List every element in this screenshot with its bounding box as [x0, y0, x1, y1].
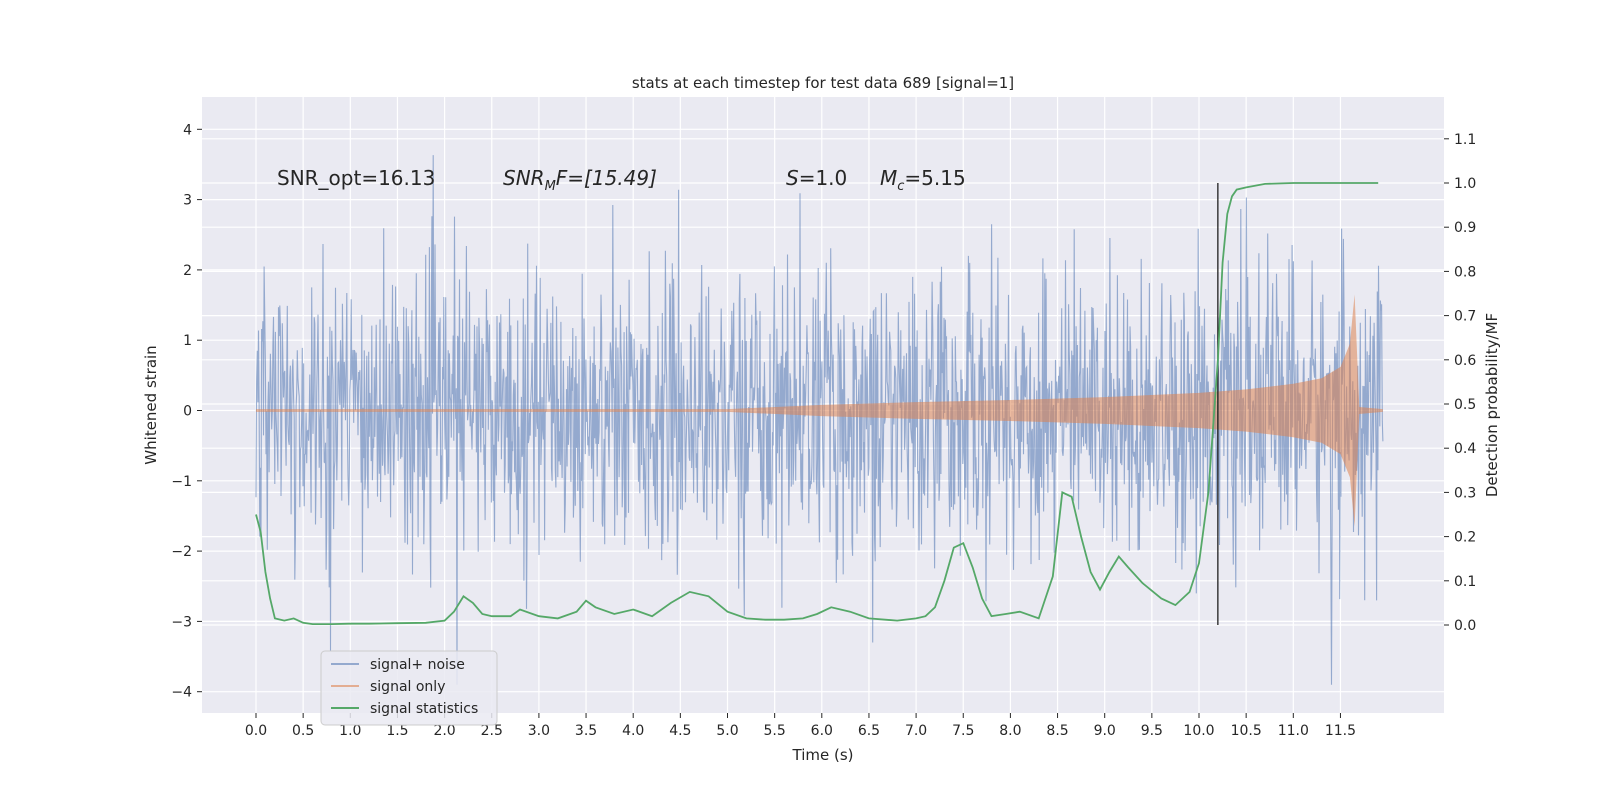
- x-tick-label: 5.5: [764, 723, 786, 739]
- x-tick-label: 5.0: [716, 723, 738, 739]
- x-tick-label: 8.5: [1046, 723, 1068, 739]
- annotation-s: S=1.0: [786, 166, 847, 190]
- y-right-tick-label: 0.5: [1454, 397, 1476, 413]
- x-axis-label: Time (s): [792, 746, 854, 764]
- y-tick-label: −1: [171, 474, 192, 490]
- x-tick-label: 11.5: [1325, 723, 1356, 739]
- x-tick-label: 4.5: [669, 723, 691, 739]
- series-signal-only: [256, 294, 1383, 527]
- x-tick-label: 3.0: [528, 723, 550, 739]
- annotation-row: SNR_opt=16.13 SNRMF=[15.49] S=1.0 Mc=5.1…: [277, 166, 966, 194]
- signal-plus-noise-line: [255, 155, 1384, 685]
- legend-box: [320, 650, 498, 726]
- x-tick-label: 6.0: [811, 723, 833, 739]
- y-axis-right-label: Detection probability/MF: [1483, 313, 1501, 497]
- y-tick-label: −4: [171, 685, 192, 701]
- y-right-tick-label: 0.6: [1454, 353, 1476, 369]
- x-tick-label: 0.0: [245, 723, 267, 739]
- y-right-tick-label: 0.7: [1454, 309, 1476, 325]
- x-tick-label: 8.0: [999, 723, 1021, 739]
- legend-label-signal-only: signal only: [370, 679, 445, 695]
- x-tick-label: 3.5: [575, 723, 597, 739]
- legend: signal+ noise signal only signal statist…: [320, 650, 498, 726]
- annotation-mc: Mc=5.15: [880, 166, 966, 194]
- x-tick-label: 9.5: [1141, 723, 1163, 739]
- y-axis-label: Whitened strain: [142, 345, 160, 464]
- chart-title: stats at each timestep for test data 689…: [632, 74, 1014, 92]
- y-tick-label: −3: [171, 614, 192, 630]
- legend-label-signal-statistics: signal statistics: [370, 701, 478, 717]
- y-right-tick-label: 0.3: [1454, 485, 1476, 501]
- y-right-tick-label: 0.2: [1454, 530, 1476, 546]
- y-axis-right: 1.1 1.0 0.9 0.8 0.7 0.6 0.5 0.4 0.3 0.2 0.1 0.0: [1444, 132, 1476, 634]
- y-tick-label: 2: [183, 263, 192, 279]
- x-tick-label: 10.0: [1183, 723, 1214, 739]
- x-tick-label: 10.5: [1231, 723, 1262, 739]
- x-tick-label: 6.5: [858, 723, 880, 739]
- x-tick-label: 1.0: [339, 723, 361, 739]
- annotation-snr-opt: SNR_opt=16.13: [277, 166, 435, 190]
- y-tick-label: 3: [183, 193, 192, 209]
- y-tick-label: −2: [171, 544, 192, 560]
- legend-label-signal-plus-noise: signal+ noise: [370, 657, 465, 673]
- x-tick-label: 11.0: [1278, 723, 1309, 739]
- y-tick-label: 0: [183, 404, 192, 420]
- y-tick-label: 4: [183, 122, 192, 138]
- x-tick-label: 7.5: [952, 723, 974, 739]
- signal-statistics-line: [255, 182, 1379, 625]
- signal-only-band: [256, 294, 1383, 527]
- y-axis-left: 4 3 2 1 0 −1 −2 −3 −4: [171, 122, 202, 701]
- x-tick-label: 9.0: [1094, 723, 1116, 739]
- y-right-tick-label: 0.9: [1454, 220, 1476, 236]
- y-right-tick-label: 0.1: [1454, 574, 1476, 590]
- x-tick-label: 4.0: [622, 723, 644, 739]
- y-tick-label: 1: [183, 333, 192, 349]
- x-tick-label: 1.5: [386, 723, 408, 739]
- y-right-tick-label: 0.4: [1454, 441, 1476, 457]
- series-signal-plus-noise: [255, 155, 1384, 685]
- y-right-tick-label: 1.0: [1454, 176, 1476, 192]
- series-signal-statistics: [255, 182, 1379, 625]
- y-right-tick-label: 1.1: [1454, 132, 1476, 148]
- annotation-snr-mf: SNRMF=[15.49]: [503, 166, 657, 194]
- x-axis: 0.0 0.5 1.0 1.5 2.0 2.5 3.0 3.5 4.0 4.5 5.0 5.5 6.0 6…: [245, 713, 1356, 739]
- y-right-tick-label: 0.8: [1454, 264, 1476, 280]
- x-tick-label: 2.0: [433, 723, 455, 739]
- x-tick-label: 0.5: [292, 723, 314, 739]
- x-tick-label: 2.5: [481, 723, 503, 739]
- x-tick-label: 7.0: [905, 723, 927, 739]
- y-right-tick-label: 0.0: [1454, 618, 1476, 634]
